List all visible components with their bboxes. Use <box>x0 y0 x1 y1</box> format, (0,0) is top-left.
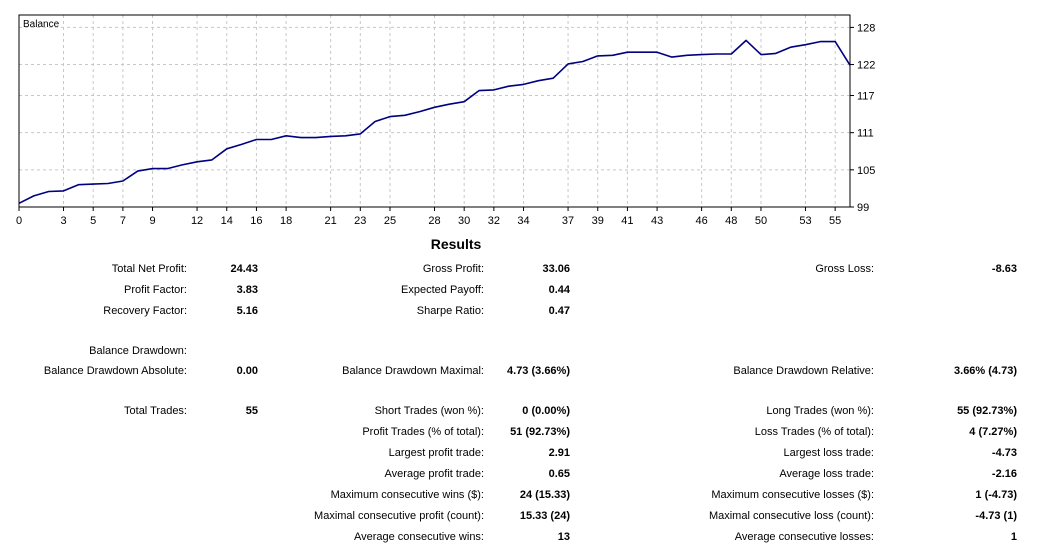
result-value: 15.33 (24) <box>519 510 570 522</box>
x-tick-label: 55 <box>829 215 841 227</box>
result-label: Average loss trade: <box>779 468 874 480</box>
x-tick-label: 9 <box>149 215 155 227</box>
result-label: Maximal consecutive profit (count): <box>314 510 484 522</box>
result-label: Balance Drawdown: <box>89 345 187 357</box>
y-tick-label: 128 <box>857 22 875 34</box>
results-title: Results <box>430 236 482 252</box>
result-value: 0.47 <box>548 305 570 317</box>
result-label: Average consecutive wins: <box>353 531 484 543</box>
result-label: Gross Profit: <box>422 263 484 275</box>
y-tick-label: 99 <box>857 202 869 214</box>
x-tick-label: 3 <box>60 215 66 227</box>
result-value: 51 (92.73%) <box>510 426 570 438</box>
result-label: Average consecutive losses: <box>734 531 874 543</box>
balance-chart-svg: 0 3 5 7 9 12 14 16 18 21 23 25 28 30 32 34 37 39 41 43 46 48 5… <box>16 14 875 227</box>
result-label: Total Net Profit: <box>111 263 187 275</box>
result-value: 0.00 <box>236 365 258 377</box>
result-label: Long Trades (won %): <box>766 405 874 417</box>
result-value: -4.73 (1) <box>975 510 1017 522</box>
result-label: Loss Trades (% of total): <box>754 426 874 438</box>
result-value: 4 (7.27%) <box>969 426 1017 438</box>
result-label: Balance Drawdown Maximal: <box>342 365 484 377</box>
balance-line <box>18 39 851 205</box>
y-tick-label: 111 <box>857 128 874 140</box>
result-label: Expected Payoff: <box>401 284 484 296</box>
result-value: -4.73 <box>991 447 1017 459</box>
y-tick-label: 122 <box>857 60 875 72</box>
x-tick-label: 23 <box>354 215 366 227</box>
result-value: 0 (0.00%) <box>522 405 570 417</box>
x-tick-label: 25 <box>384 215 396 227</box>
y-tick-label: 105 <box>857 165 875 177</box>
result-value: 1 <box>1010 531 1017 543</box>
balance-chart: 0 3 5 7 9 12 14 16 18 21 23 25 28 30 32 34 37 39 41 43 46 48 5… <box>0 0 1042 235</box>
chart-title: Balance <box>23 19 60 30</box>
result-value: -8.63 <box>991 263 1017 275</box>
x-tick-label: 14 <box>221 215 233 227</box>
result-value: 24.43 <box>230 263 258 275</box>
result-label: Balance Drawdown Relative: <box>733 365 874 377</box>
result-value: 3.66% (4.73) <box>954 365 1017 377</box>
x-tick-label: 34 <box>517 215 529 227</box>
x-tick-label: 43 <box>651 215 663 227</box>
result-label: Recovery Factor: <box>103 305 187 317</box>
result-label: Largest loss trade: <box>783 447 875 459</box>
y-tick-label: 117 <box>857 91 875 103</box>
result-value: 55 <box>245 405 258 417</box>
x-tick-label: 50 <box>755 215 767 227</box>
x-tick-label: 18 <box>280 215 292 227</box>
result-value: 0.65 <box>548 468 570 480</box>
result-label: Profit Trades (% of total): <box>362 426 484 438</box>
result-value: 55 (92.73%) <box>957 405 1017 417</box>
result-value: 24 (15.33) <box>519 489 570 501</box>
result-value: 5.16 <box>236 305 258 317</box>
x-tick-label: 5 <box>90 215 96 227</box>
result-label: Total Trades: <box>124 405 187 417</box>
result-label: Profit Factor: <box>124 284 187 296</box>
x-tick-label: 39 <box>592 215 604 227</box>
result-label: Maximum consecutive wins ($): <box>330 489 484 501</box>
x-tick-label: 46 <box>695 215 707 227</box>
x-tick-label: 48 <box>725 215 737 227</box>
x-tick-label: 32 <box>488 215 500 227</box>
result-label: Sharpe Ratio: <box>416 305 484 317</box>
result-label: Largest profit trade: <box>388 447 484 459</box>
x-tick-label: 37 <box>562 215 574 227</box>
result-label: Average profit trade: <box>384 468 484 480</box>
x-tick-label: 12 <box>191 215 203 227</box>
x-tick-label: 30 <box>458 215 470 227</box>
result-value: 33.06 <box>542 263 570 275</box>
result-label: Maximal consecutive loss (count): <box>708 510 874 522</box>
result-value: 13 <box>557 531 570 543</box>
result-value: 1 (-4.73) <box>975 489 1017 501</box>
x-tick-label: 53 <box>799 215 811 227</box>
result-value: 2.91 <box>548 447 570 459</box>
x-tick-label: 21 <box>325 215 337 227</box>
plot-border <box>18 14 851 208</box>
x-tick-label: 16 <box>250 215 262 227</box>
result-label: Gross Loss: <box>815 263 874 275</box>
result-value: -2.16 <box>991 468 1017 480</box>
result-value: 0.44 <box>548 284 570 296</box>
x-tick-label: 0 <box>16 215 22 227</box>
result-value: 4.73 (3.66%) <box>507 365 570 377</box>
result-label: Short Trades (won %): <box>374 405 484 417</box>
result-label: Maximum consecutive losses ($): <box>711 489 874 501</box>
x-tick-label: 41 <box>621 215 633 227</box>
result-value: 3.83 <box>236 284 258 296</box>
x-tick-label: 7 <box>120 215 126 227</box>
result-label: Balance Drawdown Absolute: <box>43 365 187 377</box>
x-tick-label: 28 <box>428 215 440 227</box>
